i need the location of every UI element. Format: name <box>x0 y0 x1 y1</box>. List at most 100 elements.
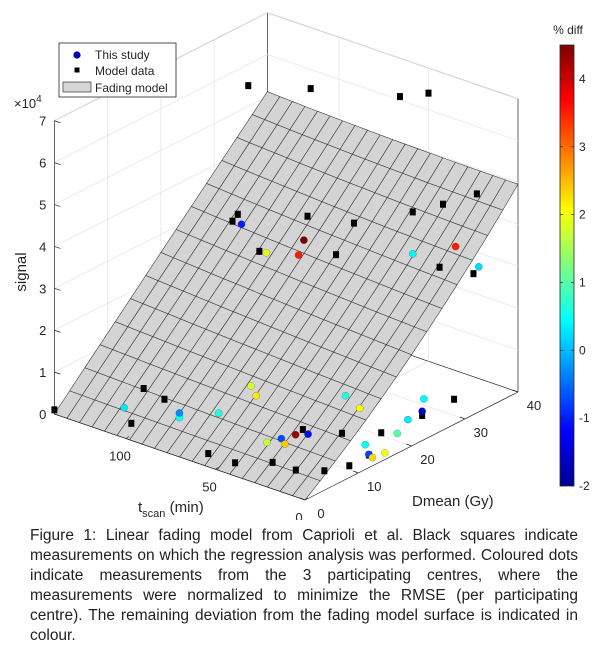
this-study-point <box>393 429 402 438</box>
exponent-label: ×104 <box>14 94 42 111</box>
this-study-point <box>408 249 417 258</box>
this-study-point <box>252 391 261 400</box>
model-data-point <box>333 251 340 259</box>
model-data-point <box>229 217 236 225</box>
this-study-point <box>304 430 312 439</box>
time-tick <box>125 436 130 439</box>
time-tick-label: 100 <box>109 449 131 464</box>
signal-tick-label: 3 <box>39 281 46 296</box>
axes-ticks: 0 1 2 3 4 5 6 7 100 50 0 0 10 20 30 40 <box>39 114 541 520</box>
signal-tick-label: 4 <box>39 239 46 254</box>
this-study-point <box>262 248 271 257</box>
dose-tick <box>512 389 519 393</box>
colorbar: % diff 4 3 2 1 0 -1 -2 <box>553 23 590 493</box>
signal-tick-label: 0 <box>39 407 46 422</box>
legend-marker-fading-model <box>62 81 92 93</box>
dose-tick-label: 0 <box>317 506 324 520</box>
model-data-point <box>232 459 239 467</box>
model-data-point <box>378 429 385 437</box>
model-data-point <box>409 208 416 216</box>
signal-tick-label: 5 <box>39 198 46 213</box>
signal-tick <box>54 329 61 333</box>
colorbar-gradient <box>559 44 575 487</box>
legend-label-this-study: This study <box>95 48 150 62</box>
model-data-point <box>436 263 443 271</box>
signal-tick <box>54 204 61 207</box>
model-data-point <box>299 426 306 434</box>
signal-tick <box>54 162 61 165</box>
colorbar-tick-label: -1 <box>579 411 590 425</box>
signal-tick <box>54 120 61 124</box>
tscan-sub: scan <box>142 508 165 520</box>
legend-marker-model-data <box>74 67 80 73</box>
this-study-point <box>175 409 184 417</box>
this-study-point <box>451 242 460 251</box>
this-study-point <box>420 395 428 403</box>
dose-tick <box>353 470 359 474</box>
legend: This study Model data Fading model <box>58 42 177 98</box>
gridline-signal <box>267 12 519 100</box>
colorbar-tick-label: 2 <box>579 208 586 222</box>
tscan-main: t <box>138 499 143 516</box>
model-data-point <box>339 429 346 437</box>
this-study-point <box>281 440 289 448</box>
signal-tick-label: 6 <box>39 156 46 171</box>
time-tick-label: 0 <box>295 510 302 520</box>
this-study-point <box>237 220 246 229</box>
dose-tick <box>299 497 306 501</box>
model-data-point <box>292 466 299 474</box>
this-study-point <box>263 438 271 447</box>
model-data-point <box>419 411 426 419</box>
time-axis-line <box>54 413 306 501</box>
model-data-point <box>245 82 252 90</box>
colorbar-tick-label: 4 <box>579 72 586 86</box>
model-data-point <box>321 467 328 475</box>
model-data-point <box>350 219 357 227</box>
signal-tick <box>54 371 61 375</box>
signal-tick-label: 2 <box>39 323 46 338</box>
dose-tick <box>459 416 465 420</box>
colorbar-title: % diff <box>553 23 583 37</box>
this-study-point <box>214 409 223 418</box>
this-study-point <box>404 415 412 424</box>
this-study-point <box>380 449 389 457</box>
model-data-point <box>140 385 147 393</box>
dose-tick-label: 40 <box>527 398 541 413</box>
colorbar-tick-label: -2 <box>579 479 590 493</box>
model-data-point <box>307 85 314 93</box>
model-data-point <box>346 462 353 470</box>
dose-tick-label: 20 <box>420 452 434 467</box>
colorbar-tick-label: 1 <box>579 275 586 289</box>
this-study-point <box>368 453 377 462</box>
time-tick <box>215 467 219 470</box>
signal-tick <box>54 246 61 249</box>
signal-tick <box>54 288 61 291</box>
legend-label-model-data: Model data <box>95 64 155 78</box>
model-data-point <box>451 395 458 403</box>
fading-model-surface <box>53 91 519 501</box>
this-study-point <box>120 403 128 412</box>
model-data-point <box>304 212 311 220</box>
model-data-point <box>269 458 276 466</box>
signal-axis-label: signal <box>13 252 30 291</box>
this-study-point <box>291 430 300 439</box>
exponent-power: 4 <box>36 94 42 105</box>
tscan-axis-label: tscan (min) <box>138 499 204 520</box>
dose-axis-label: Dmean (Gy) <box>412 493 494 510</box>
dose-tick-label: 10 <box>367 479 381 494</box>
signal-tick-label: 1 <box>39 365 46 380</box>
figure-caption: Figure 1: Linear fading model from Capri… <box>30 527 578 644</box>
model-data-point <box>128 419 135 427</box>
exponent-base: ×10 <box>14 96 36 111</box>
colorbar-tick-label: 0 <box>579 343 586 357</box>
gridline-signal <box>267 54 519 141</box>
model-data-point <box>205 450 212 458</box>
colorbar-tick-label: 3 <box>579 140 586 154</box>
model-data-point <box>440 200 446 208</box>
legend-marker-this-study <box>73 51 81 59</box>
model-data-point <box>425 89 432 97</box>
model-data-point <box>51 406 58 414</box>
this-study-point <box>361 440 370 449</box>
colorbar-ticks: 4 3 2 1 0 -1 -2 <box>560 72 590 493</box>
